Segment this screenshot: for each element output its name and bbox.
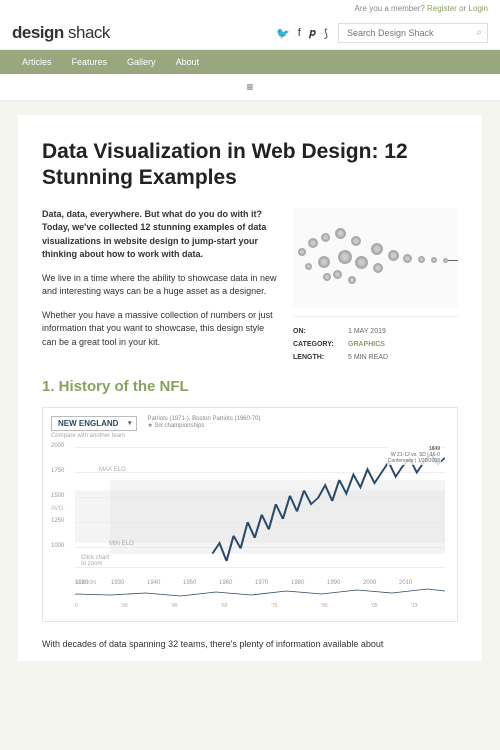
click-zoom-label: Click chart to zoom: [81, 555, 111, 567]
article-content: Data Visualization in Web Design: 12 Stu…: [18, 115, 482, 661]
nav-about[interactable]: About: [166, 50, 210, 74]
chart-plot-area[interactable]: 2000 1750 1500 1250 1000 AVG. MAX ELO MI…: [51, 443, 449, 608]
article-body-continue: With decades of data spanning 32 teams, …: [42, 638, 458, 652]
twitter-icon[interactable]: 🐦: [276, 27, 290, 40]
nav-articles[interactable]: Articles: [12, 50, 62, 74]
nav-gallery[interactable]: Gallery: [117, 50, 166, 74]
article-title: Data Visualization in Web Design: 12 Stu…: [42, 139, 458, 192]
min-elo-label: MIN ELO: [109, 541, 134, 547]
search-input[interactable]: [338, 23, 488, 43]
article-intro: Data, data, everywhere. But what do you …: [42, 208, 458, 364]
social-icons: 🐦 f 𝒑 ⟆: [276, 27, 328, 40]
intro-p2: We live in a time where the ability to s…: [42, 272, 279, 299]
peak-tooltip: 1849 W 21-12 vs. SD | 16-0 Conference | …: [387, 445, 441, 465]
login-link[interactable]: Login: [468, 4, 488, 13]
site-header: design shack 🐦 f 𝒑 ⟆ ⌕: [0, 17, 500, 50]
hero-illustration: [293, 208, 458, 308]
intro-lead: Data, data, everywhere. But what do you …: [42, 208, 279, 262]
subnav-toggle[interactable]: ≡: [0, 74, 500, 101]
team-subtitle: Patriots (1971-), Boston Patriots (1960-…: [147, 416, 260, 422]
team-championships: ★ Six championships: [147, 422, 260, 429]
nfl-chart[interactable]: NEW ENGLAND Compare with another team Pa…: [42, 407, 458, 622]
facebook-icon[interactable]: f: [298, 27, 301, 39]
topbar-membership: Are you a member? Register or Login: [0, 0, 500, 17]
category-link[interactable]: GRAPHICS: [348, 341, 385, 348]
rss-icon[interactable]: ⟆: [324, 27, 328, 40]
main-nav: Articles Features Gallery About: [0, 50, 500, 74]
section-heading-1: 1. History of the NFL: [42, 378, 458, 395]
team-dropdown[interactable]: NEW ENGLAND: [51, 416, 137, 431]
register-link[interactable]: Register: [427, 4, 457, 13]
search-box: ⌕: [338, 23, 488, 43]
chart-sparkline[interactable]: [75, 586, 445, 600]
article-meta: ON:1 MAY 2019 CATEGORY:GRAPHICS LENGTH:5…: [293, 316, 458, 364]
article-hero: ON:1 MAY 2019 CATEGORY:GRAPHICS LENGTH:5…: [293, 208, 458, 364]
site-logo[interactable]: design shack: [12, 23, 110, 43]
compare-link[interactable]: Compare with another team: [51, 433, 137, 439]
search-icon[interactable]: ⌕: [476, 27, 482, 38]
pinterest-icon[interactable]: 𝒑: [309, 27, 316, 40]
nav-features[interactable]: Features: [62, 50, 118, 74]
max-elo-label: MAX ELO: [99, 467, 126, 473]
intro-p3: Whether you have a massive collection of…: [42, 309, 279, 350]
